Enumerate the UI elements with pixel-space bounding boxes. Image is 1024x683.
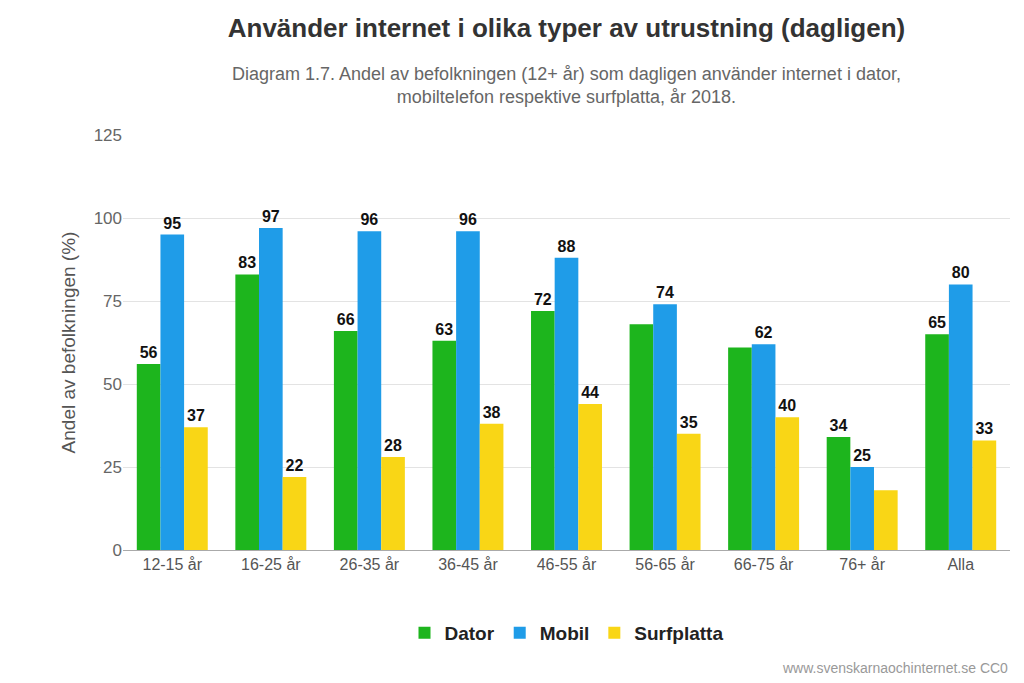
svg-text:Surfplatta: Surfplatta <box>634 623 723 644</box>
svg-text:Andel av befolkningen (%): Andel av befolkningen (%) <box>58 232 79 454</box>
svg-text:Diagram 1.7. Andel av befolkni: Diagram 1.7. Andel av befolkningen (12+ … <box>232 64 901 107</box>
svg-text:0: 0 <box>113 541 122 560</box>
svg-text:16-25 år: 16-25 år <box>241 556 301 573</box>
svg-text:96: 96 <box>360 211 378 228</box>
svg-text:38: 38 <box>483 404 501 421</box>
svg-text:95: 95 <box>163 215 181 232</box>
svg-text:74: 74 <box>656 284 674 301</box>
svg-text:Mobil: Mobil <box>540 623 590 644</box>
svg-text:125: 125 <box>94 126 122 145</box>
svg-text:66: 66 <box>337 311 355 328</box>
svg-text:62: 62 <box>755 324 773 341</box>
svg-text:80: 80 <box>952 264 970 281</box>
svg-text:44: 44 <box>581 384 599 401</box>
svg-text:96: 96 <box>459 211 477 228</box>
svg-text:22: 22 <box>286 457 304 474</box>
svg-text:75: 75 <box>103 292 122 311</box>
svg-text:28: 28 <box>384 437 402 454</box>
svg-text:56-65 år: 56-65 år <box>635 556 695 573</box>
svg-text:50: 50 <box>103 375 122 394</box>
svg-text:36-45 år: 36-45 år <box>438 556 498 573</box>
svg-text:65: 65 <box>928 314 946 331</box>
svg-text:46-55 år: 46-55 år <box>537 556 597 573</box>
svg-text:97: 97 <box>262 208 280 225</box>
svg-text:Dator: Dator <box>445 623 495 644</box>
svg-text:63: 63 <box>435 321 453 338</box>
svg-text:33: 33 <box>975 420 993 437</box>
svg-text:56: 56 <box>140 344 158 361</box>
svg-text:Alla: Alla <box>947 556 974 573</box>
svg-text:www.svenskarnaochinternet.se C: www.svenskarnaochinternet.se CC0 <box>782 660 1008 676</box>
svg-text:76+ år: 76+ år <box>839 556 885 573</box>
svg-text:Använder internet i olika type: Använder internet i olika typer av utrus… <box>228 13 906 43</box>
svg-text:72: 72 <box>534 291 552 308</box>
svg-text:34: 34 <box>830 417 848 434</box>
svg-text:25: 25 <box>853 447 871 464</box>
svg-text:35: 35 <box>680 414 698 431</box>
svg-text:83: 83 <box>238 254 256 271</box>
svg-text:25: 25 <box>103 458 122 477</box>
svg-text:37: 37 <box>187 407 205 424</box>
svg-text:26-35 år: 26-35 år <box>340 556 400 573</box>
svg-text:88: 88 <box>558 238 576 255</box>
svg-text:40: 40 <box>778 397 796 414</box>
svg-text:66-75 år: 66-75 år <box>734 556 794 573</box>
svg-text:100: 100 <box>94 209 122 228</box>
svg-text:12-15 år: 12-15 år <box>142 556 202 573</box>
